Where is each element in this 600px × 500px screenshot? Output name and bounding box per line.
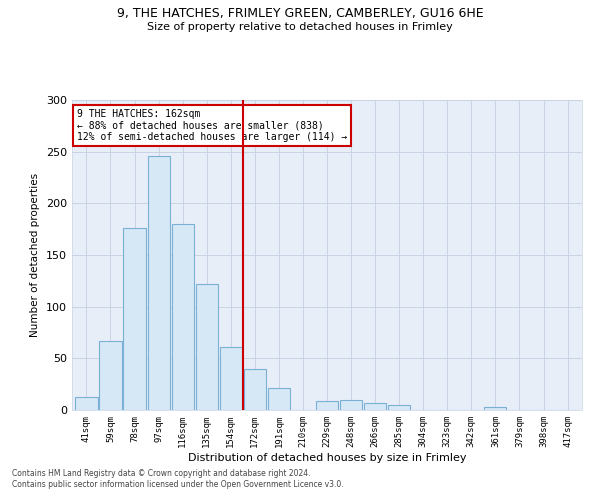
- Bar: [340, 400, 362, 410]
- Bar: [268, 388, 290, 410]
- Text: 9 THE HATCHES: 162sqm
← 88% of detached houses are smaller (838)
12% of semi-det: 9 THE HATCHES: 162sqm ← 88% of detached …: [77, 110, 347, 142]
- Bar: [76, 396, 98, 410]
- Text: Size of property relative to detached houses in Frimley: Size of property relative to detached ho…: [147, 22, 453, 32]
- Text: 9, THE HATCHES, FRIMLEY GREEN, CAMBERLEY, GU16 6HE: 9, THE HATCHES, FRIMLEY GREEN, CAMBERLEY…: [116, 8, 484, 20]
- Bar: [316, 400, 338, 410]
- Bar: [172, 224, 194, 410]
- Bar: [244, 368, 266, 410]
- Bar: [364, 403, 386, 410]
- Bar: [220, 347, 242, 410]
- Bar: [388, 405, 410, 410]
- Bar: [148, 156, 170, 410]
- Text: Contains HM Land Registry data © Crown copyright and database right 2024.: Contains HM Land Registry data © Crown c…: [12, 468, 311, 477]
- Bar: [196, 284, 218, 410]
- Text: Contains public sector information licensed under the Open Government Licence v3: Contains public sector information licen…: [12, 480, 344, 489]
- Bar: [124, 228, 146, 410]
- Y-axis label: Number of detached properties: Number of detached properties: [31, 173, 40, 337]
- X-axis label: Distribution of detached houses by size in Frimley: Distribution of detached houses by size …: [188, 452, 466, 462]
- Bar: [484, 407, 506, 410]
- Bar: [100, 341, 122, 410]
